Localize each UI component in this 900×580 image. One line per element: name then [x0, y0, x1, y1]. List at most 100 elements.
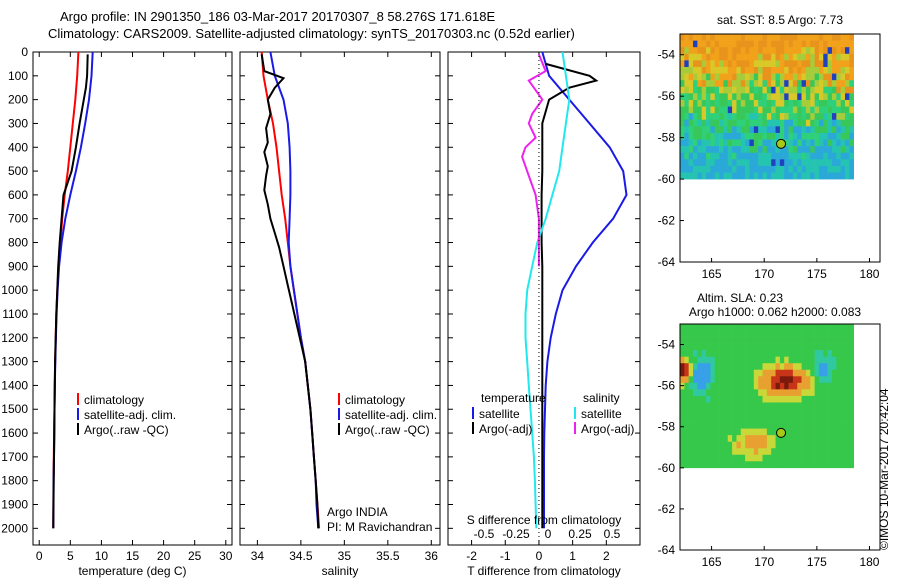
sst-map-cell	[801, 172, 807, 180]
sst-map-cell	[784, 146, 789, 154]
sla-map-cell	[684, 402, 689, 410]
sst-map-cell	[775, 53, 781, 61]
sla-map-cell	[723, 415, 729, 423]
sla-map-cell	[849, 448, 854, 456]
sst-map-cell	[706, 60, 711, 68]
sla-map-cell	[706, 376, 711, 384]
sst-map-cell	[805, 106, 811, 114]
sst-map-cell	[753, 146, 759, 154]
sla-map-cell	[697, 415, 703, 423]
sla-map-cell	[836, 395, 841, 403]
sst-map-cell	[818, 73, 824, 81]
sst-map-cell	[758, 86, 763, 94]
sst-map-cell	[697, 106, 703, 114]
sst-map-cell	[792, 106, 798, 114]
sla-map-cell	[740, 428, 746, 436]
sla-map-cell	[749, 461, 755, 469]
sla-map-cell	[775, 376, 781, 384]
sla-map-cell	[762, 376, 768, 384]
sla-map-cell	[801, 376, 807, 384]
depth-tick-label: 700	[8, 212, 28, 226]
sst-map-cell	[788, 159, 794, 167]
sst-map-cell	[801, 159, 807, 167]
sst-map-cell	[836, 172, 841, 180]
sla-map-cell	[792, 376, 798, 384]
sla-map-cell	[714, 402, 720, 410]
sst-map-cell	[775, 106, 781, 114]
sst-map-cell	[693, 152, 698, 160]
sst-map-cell	[818, 146, 824, 154]
sst-map-cell	[732, 165, 737, 173]
sst-map-cell	[719, 146, 724, 154]
sst-map-cell	[818, 172, 824, 180]
sst-map-y-tick-label: -64	[658, 255, 676, 269]
sla-map-cell	[771, 337, 776, 344]
sla-map-cell	[697, 441, 703, 449]
sst-map-cell	[779, 60, 785, 68]
sla-map-cell	[727, 382, 733, 390]
sst-map-cell	[823, 165, 828, 173]
sst-map-cell	[684, 132, 689, 140]
sla-map-cell	[701, 448, 707, 456]
sla-map-cell	[836, 415, 841, 423]
sst-map-cell	[719, 106, 724, 114]
sla-map-cell	[823, 356, 828, 364]
sst-map-cell	[805, 172, 811, 180]
sst-map-cell	[771, 93, 776, 101]
diff-legend-label: satellite	[581, 407, 622, 421]
sla-map-cell	[710, 402, 716, 410]
sst-map-cell	[792, 159, 798, 167]
sst-map-cell	[732, 53, 737, 61]
sla-map-cell	[823, 454, 828, 462]
sst-map-cell	[745, 73, 750, 81]
sst-map-cell	[831, 66, 837, 74]
sla-map-cell	[710, 343, 716, 351]
sst-map-cell	[749, 139, 755, 147]
sla-map-cell	[753, 435, 759, 442]
sla-map-cell	[823, 382, 828, 390]
sst-map-cell	[710, 113, 716, 121]
sla-map-cell	[706, 369, 711, 377]
sst-map-cell	[719, 34, 724, 41]
sla-map-cell	[818, 448, 824, 456]
sla-map-cell	[714, 422, 720, 429]
sla-map-cell	[836, 389, 841, 397]
sst-map-cell	[766, 60, 772, 68]
sla-map-cell	[810, 389, 815, 397]
sla-map-cell	[836, 343, 841, 351]
sla-map-cell	[831, 395, 837, 403]
sla-map-cell	[788, 363, 794, 371]
sst-map-cell	[723, 73, 729, 81]
sst-map-cell	[749, 165, 755, 173]
sst-map-cell	[784, 86, 789, 94]
sst-map-cell	[680, 146, 685, 154]
sla-map-cell	[771, 441, 776, 449]
sst-map-cell	[831, 86, 837, 94]
sla-map-cell	[758, 350, 763, 357]
sla-map-cell	[849, 330, 854, 338]
sla-map-cell	[818, 415, 824, 423]
sla-map-cell	[775, 363, 781, 371]
sst-map-cell	[701, 172, 707, 180]
sst-map-cell	[736, 53, 742, 61]
sla-map-cell	[775, 389, 781, 397]
sst-map-cell	[714, 165, 720, 173]
sst-map-cell	[771, 139, 776, 147]
sla-map-cell	[814, 356, 820, 364]
sla-map-cell	[753, 448, 759, 456]
sla-map-cell	[797, 376, 802, 384]
sla-map-cell	[745, 461, 750, 469]
sla-map-cell	[684, 382, 689, 390]
sst-map-cell	[762, 106, 768, 114]
sla-map-cell	[836, 382, 841, 390]
sla-map-cell	[805, 422, 811, 429]
sla-map-cell	[775, 395, 781, 403]
sla-map-cell	[779, 435, 785, 442]
sst-map-cell	[779, 146, 785, 154]
sst-map-cell	[836, 106, 841, 114]
sst-map-cell	[697, 139, 703, 147]
sla-map-cell	[701, 422, 707, 429]
sla-map-cell	[688, 415, 694, 423]
sla-map-cell	[810, 448, 815, 456]
sla-map-cell	[736, 435, 742, 442]
